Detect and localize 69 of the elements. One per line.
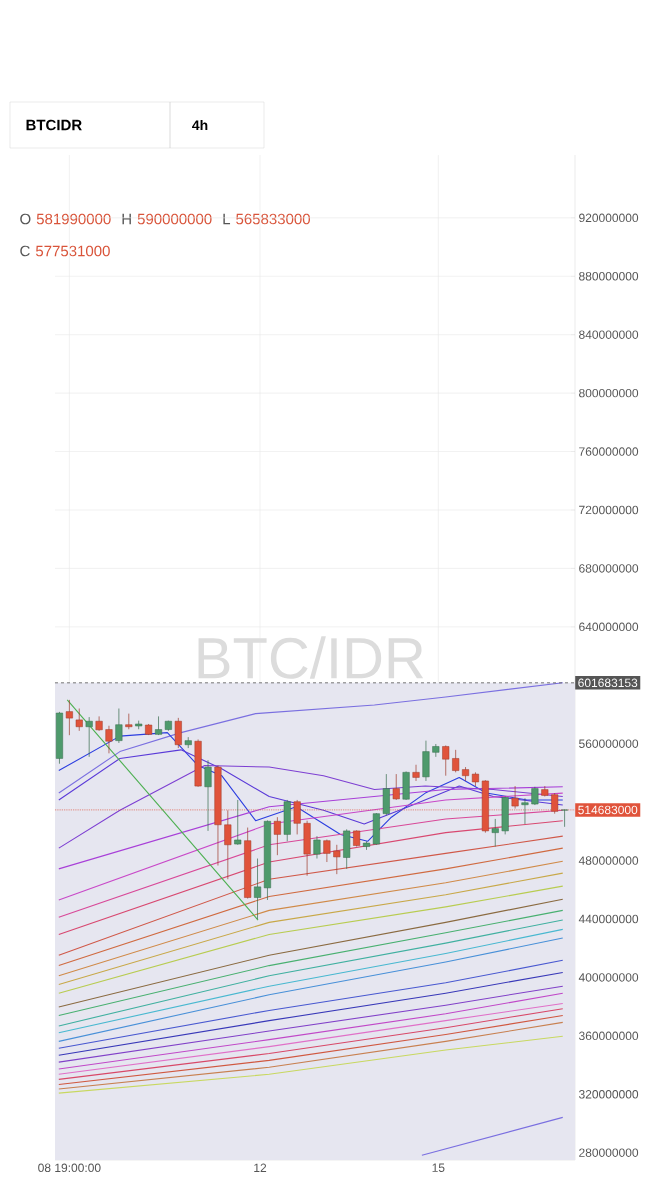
y-tick-label: 400000000	[578, 973, 639, 982]
annotation: H	[122, 213, 131, 225]
candlestick	[491, 818, 499, 847]
candlestick	[65, 699, 73, 736]
line-series	[58, 749, 564, 825]
candlestick	[521, 797, 529, 825]
line-series	[58, 792, 564, 901]
line-series	[58, 971, 564, 1056]
y-tick-label: 360000000	[578, 1031, 639, 1041]
line-series	[58, 898, 564, 1008]
line-series	[58, 1035, 564, 1094]
y-tick-label: 840000000	[579, 330, 639, 339]
candlestick	[125, 713, 133, 730]
line-series	[58, 872, 564, 985]
y-tick-label: 760000000	[579, 447, 639, 456]
candlestick	[85, 716, 93, 758]
x-tick-label: 12	[254, 1163, 267, 1172]
line-series	[58, 820, 564, 936]
candlestick	[333, 844, 341, 875]
candlestick	[412, 764, 420, 782]
candlestick	[392, 773, 400, 801]
line-series	[58, 985, 564, 1063]
annotation: 577531000	[35, 245, 110, 257]
y-tick-label: 920000000	[579, 213, 639, 223]
line-series	[58, 860, 564, 977]
line-series	[58, 786, 564, 870]
line-series	[58, 847, 564, 967]
annotation: 565833000	[236, 213, 310, 225]
y-tick-label: 560000000	[579, 739, 639, 748]
candlestick	[273, 816, 281, 856]
y-tick-label: 800000000	[579, 388, 639, 398]
y-tick-label: 440000000	[578, 914, 639, 924]
candlestick	[174, 717, 182, 749]
text: C	[20, 245, 30, 257]
line-series	[58, 764, 564, 849]
x-tick-label: 15	[432, 1163, 445, 1172]
ref-line-label: 514683000	[578, 805, 638, 815]
text: 4h	[192, 119, 208, 131]
line-series	[58, 909, 564, 1017]
ref-line-label: 601683153	[578, 678, 638, 688]
text: O	[20, 213, 31, 225]
line-series	[58, 885, 564, 994]
y-tick-label: 480000000	[578, 856, 639, 865]
line-series	[58, 992, 564, 1070]
y-tick-label: 320000000	[578, 1090, 639, 1099]
candlestick	[105, 725, 113, 754]
candlestick	[442, 745, 450, 777]
candlestick	[254, 858, 262, 920]
candlestick	[561, 809, 569, 828]
text: BTCIDR	[26, 119, 82, 131]
y-tick-label: 720000000	[579, 505, 639, 515]
candlestick	[234, 799, 242, 846]
y-tick-label: 680000000	[579, 564, 639, 573]
candlestick	[95, 716, 103, 732]
candlestick	[204, 759, 212, 832]
y-tick-label: 880000000	[579, 272, 639, 281]
y-tick-label: 280000000	[579, 1148, 639, 1157]
y-tick-label: 640000000	[579, 622, 639, 632]
candlestick	[452, 749, 460, 773]
line-series	[58, 959, 564, 1049]
candlestick	[115, 708, 123, 744]
annotation: 581990000	[36, 213, 111, 225]
line-series	[58, 682, 564, 794]
candlestick	[313, 835, 321, 859]
line-series	[58, 835, 564, 956]
x-tick-label: 08 19:00:00	[38, 1163, 101, 1173]
candlestick	[75, 708, 83, 732]
annotation: L	[223, 213, 231, 225]
annotation: 590000000	[137, 213, 212, 225]
